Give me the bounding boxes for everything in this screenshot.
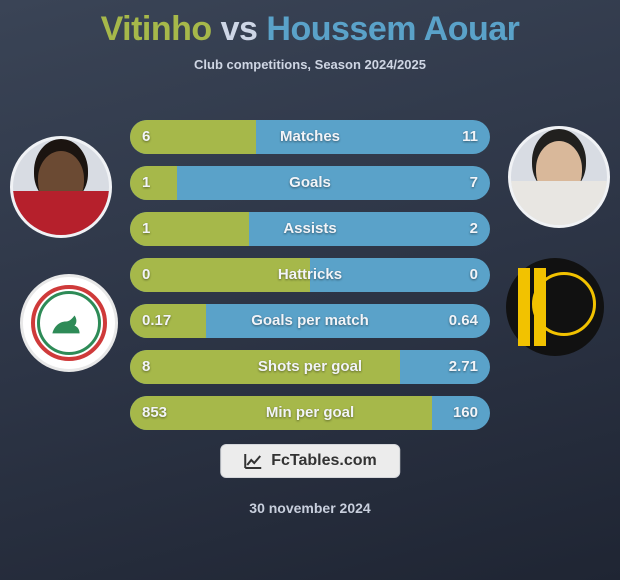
comparison-title: Vitinho vs Houssem Aouar [0, 0, 620, 49]
stat-label: Goals per match [130, 304, 490, 338]
stat-label: Goals [130, 166, 490, 200]
chart-icon [243, 452, 263, 470]
title-vs: vs [221, 10, 258, 48]
stat-label: Hattricks [130, 258, 490, 292]
stat-label: Shots per goal [130, 350, 490, 384]
stat-row: 853160Min per goal [130, 396, 490, 430]
stat-row: 0.170.64Goals per match [130, 304, 490, 338]
brand-badge: FcTables.com [220, 444, 400, 478]
stat-row: 12Assists [130, 212, 490, 246]
horse-icon [49, 311, 83, 337]
stat-row: 17Goals [130, 166, 490, 200]
stat-label: Matches [130, 120, 490, 154]
comparison-date: 30 november 2024 [0, 500, 620, 516]
subtitle: Club competitions, Season 2024/2025 [0, 57, 620, 72]
brand-text: FcTables.com [271, 452, 377, 470]
player2-name: Houssem Aouar [266, 10, 519, 48]
stat-row: 82.71Shots per goal [130, 350, 490, 384]
stat-bars: 611Matches 17Goals 12Assists 00Hattricks 0.1… [130, 120, 490, 442]
player1-name: Vitinho [101, 10, 212, 48]
stat-label: Min per goal [130, 396, 490, 430]
stat-row: 611Matches [130, 120, 490, 154]
player1-avatar [10, 136, 112, 238]
player2-club-logo [506, 258, 604, 356]
player1-club-logo [20, 274, 118, 372]
player2-avatar [508, 126, 610, 228]
stat-label: Assists [130, 212, 490, 246]
stat-row: 00Hattricks [130, 258, 490, 292]
